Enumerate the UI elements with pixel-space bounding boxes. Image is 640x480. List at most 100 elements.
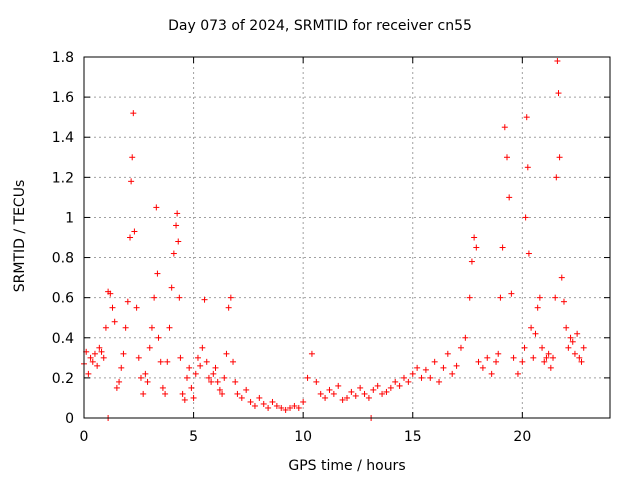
data-point <box>100 354 107 361</box>
data-point <box>113 384 120 391</box>
y-tick-label: 0.4 <box>52 331 74 347</box>
data-point <box>508 290 515 297</box>
data-point <box>243 386 250 393</box>
data-point <box>580 344 587 351</box>
data-point <box>392 378 399 385</box>
data-point <box>317 390 324 397</box>
y-tick-label: 0.6 <box>52 291 74 307</box>
data-point <box>453 362 460 369</box>
data-point <box>543 354 550 361</box>
data-point <box>545 350 552 357</box>
axis-ticks: 0 0.2 0.4 0.6 0.8 1 1.2 1.4 1.6 1.8 0 5 10 15 20 <box>52 50 610 445</box>
data-point <box>251 402 258 409</box>
data-point <box>173 222 180 229</box>
data-point <box>109 304 116 311</box>
data-point <box>154 270 161 277</box>
data-point <box>563 324 570 331</box>
data-point <box>396 382 403 389</box>
data-point <box>344 394 350 401</box>
data-point <box>578 358 585 365</box>
data-point <box>153 204 160 211</box>
data-point <box>269 398 276 405</box>
data-point <box>181 396 188 403</box>
data-point <box>205 374 212 381</box>
data-point <box>471 234 478 241</box>
data-point <box>400 374 407 381</box>
data-point <box>532 330 539 337</box>
data-point <box>256 394 263 401</box>
data-point <box>131 228 138 235</box>
data-point <box>576 354 583 361</box>
data-point <box>475 358 482 365</box>
data-points <box>81 58 587 421</box>
data-point <box>330 390 337 397</box>
data-point <box>530 354 537 361</box>
x-axis-label: GPS time / hours <box>288 458 406 474</box>
y-tick-label: 0.2 <box>52 371 74 387</box>
data-point <box>365 394 372 401</box>
data-point <box>232 378 239 385</box>
data-point <box>569 338 576 345</box>
data-point <box>124 298 131 305</box>
data-point <box>260 400 267 407</box>
data-point <box>192 370 199 377</box>
data-point <box>89 358 96 365</box>
data-point <box>560 298 567 305</box>
data-point <box>556 154 563 161</box>
data-point <box>190 394 197 401</box>
data-point <box>194 354 201 361</box>
data-point <box>374 382 381 389</box>
data-point <box>265 404 272 411</box>
data-point <box>501 124 508 131</box>
data-point <box>519 358 526 365</box>
data-point <box>223 350 230 357</box>
data-point <box>164 358 171 365</box>
data-point <box>308 350 315 357</box>
data-point <box>176 294 183 301</box>
data-point <box>238 394 245 401</box>
data-point <box>278 404 285 411</box>
data-point <box>414 364 421 371</box>
data-point <box>159 384 166 391</box>
data-point <box>488 370 495 377</box>
y-tick-label: 1.8 <box>52 50 74 66</box>
data-point <box>291 402 298 409</box>
data-point <box>550 354 557 361</box>
chart-title: Day 073 of 2024, SRMTID for receiver cn5… <box>168 18 472 34</box>
data-point <box>174 210 181 217</box>
data-point <box>87 354 94 361</box>
data-point <box>300 398 307 405</box>
data-point <box>177 354 184 361</box>
data-point <box>484 354 491 361</box>
data-point <box>383 388 390 395</box>
data-point <box>552 294 559 301</box>
data-point <box>203 358 210 365</box>
data-point <box>510 354 517 361</box>
data-point <box>221 374 228 381</box>
data-point <box>184 374 191 381</box>
data-point <box>304 374 311 381</box>
x-tick-label: 15 <box>404 429 422 445</box>
data-point <box>85 370 92 377</box>
data-point <box>129 154 136 161</box>
data-point <box>282 406 289 413</box>
data-point <box>555 90 562 97</box>
data-point <box>427 374 434 381</box>
data-point <box>506 194 513 201</box>
data-point <box>567 334 574 341</box>
data-point <box>137 374 144 381</box>
data-point <box>102 324 109 331</box>
data-point <box>440 364 447 371</box>
data-point <box>473 244 480 251</box>
data-point <box>462 334 469 341</box>
data-point <box>525 250 532 257</box>
data-point <box>528 324 535 331</box>
data-point <box>322 394 329 401</box>
data-point <box>162 390 169 397</box>
data-point <box>295 404 302 411</box>
data-point <box>287 404 294 411</box>
data-point <box>188 384 195 391</box>
data-point <box>553 174 560 181</box>
data-point <box>547 364 554 371</box>
